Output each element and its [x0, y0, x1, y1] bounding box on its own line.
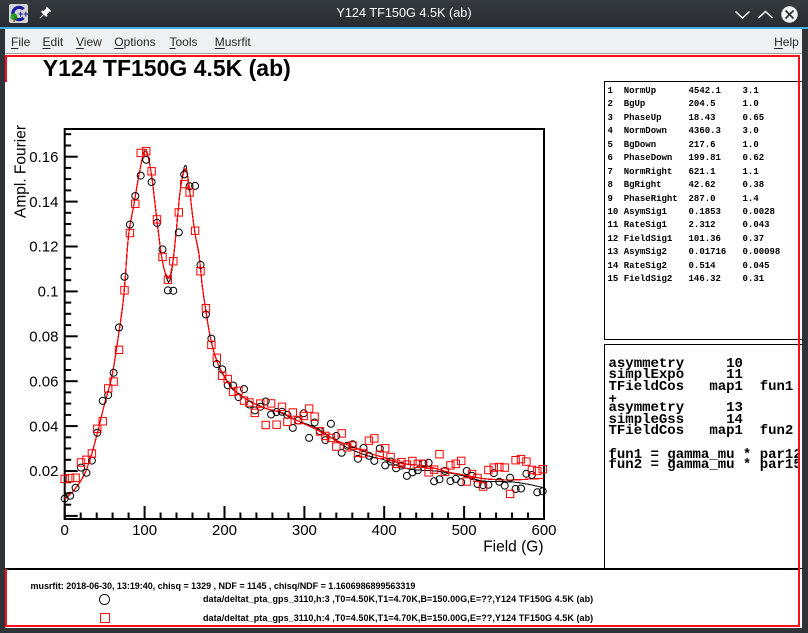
- svg-text:0.12: 0.12: [29, 239, 58, 256]
- svg-text:0.06: 0.06: [29, 373, 58, 390]
- svg-text:500: 500: [452, 522, 477, 539]
- svg-text:100: 100: [132, 522, 157, 539]
- svg-text:400: 400: [372, 522, 397, 539]
- svg-text:600: 600: [531, 522, 556, 539]
- svg-text:0: 0: [61, 522, 69, 539]
- svg-text:200: 200: [212, 522, 237, 539]
- svg-text:Ampl. Fourier: Ampl. Fourier: [13, 125, 30, 218]
- svg-text:0.16: 0.16: [29, 149, 58, 166]
- svg-text:Field (G): Field (G): [483, 539, 543, 556]
- svg-text:0.04: 0.04: [29, 418, 58, 435]
- svg-text:Y124 TF150G 4.5K (ab): Y124 TF150G 4.5K (ab): [43, 55, 291, 81]
- svg-text:0.1: 0.1: [38, 284, 59, 301]
- svg-text:0.08: 0.08: [29, 329, 58, 346]
- svg-text:++: ++: [18, 9, 28, 19]
- svg-text:0.14: 0.14: [29, 194, 58, 211]
- svg-text:300: 300: [292, 522, 317, 539]
- svg-text:0.02: 0.02: [29, 463, 58, 480]
